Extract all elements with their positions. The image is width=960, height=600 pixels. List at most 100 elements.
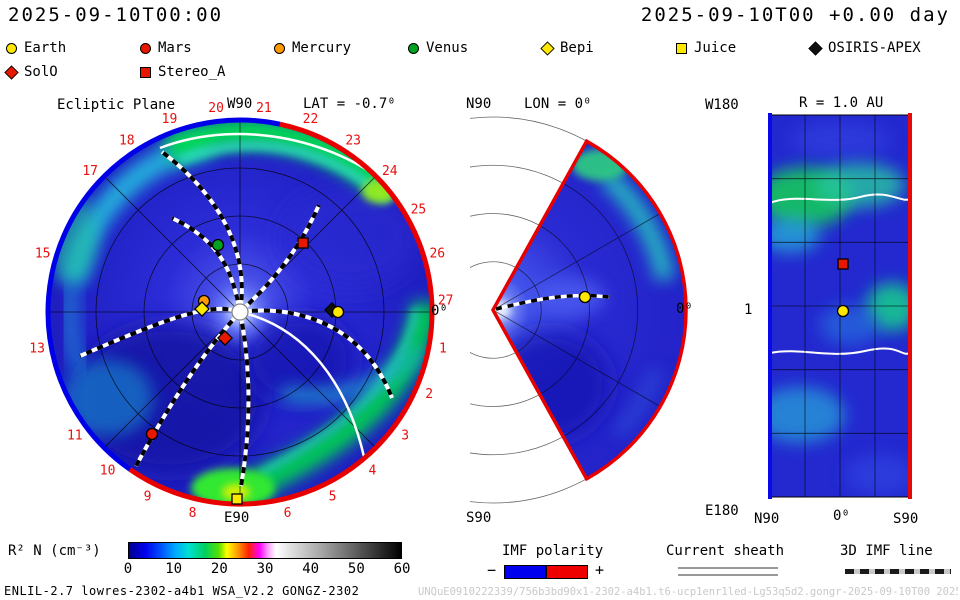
earth-marker	[578, 290, 592, 304]
legend-item-bepi: Bepi	[540, 36, 676, 60]
legend-item-venus: Venus	[408, 36, 542, 60]
ecliptic-w90-label: W90	[227, 96, 253, 112]
meridional-n90-label: N90	[466, 96, 492, 112]
day-tick-5: 5	[329, 490, 337, 505]
timestamp-right: 2025-09-10T00 +0.00 day	[640, 4, 950, 26]
solo-marker	[217, 330, 233, 346]
radial-title: R = 1.0 AU	[799, 95, 884, 111]
venus-marker-icon	[408, 42, 419, 54]
legend-label: Mercury	[292, 40, 352, 56]
model-run-info: ENLIL-2.7 lowres-2302-a4b1 WSA_V2.2 GONG…	[4, 584, 360, 598]
day-tick-2: 2	[425, 387, 433, 402]
mercury-marker-icon	[274, 42, 285, 54]
juice-marker	[231, 493, 243, 505]
legend-item-juice: Juice	[676, 36, 810, 60]
ecliptic-boundary-negative	[45, 117, 281, 472]
radial-map-plot	[768, 113, 912, 499]
ecliptic-zero-label: 0⁰	[431, 303, 448, 319]
radial-n90-label: N90	[754, 511, 780, 527]
colorbar-ticks: 0 10 20 30 40 50 60	[124, 561, 411, 577]
day-tick-19: 19	[162, 112, 178, 127]
legend-item-mercury: Mercury	[274, 36, 408, 60]
day-tick-17: 17	[82, 164, 98, 179]
meridional-s90-label: S90	[466, 510, 492, 526]
meridional-markers	[578, 290, 592, 304]
day-tick-1: 1	[439, 341, 447, 356]
day-tick-6: 6	[284, 506, 292, 521]
meridional-imf-line	[495, 293, 610, 311]
ecliptic-boundary-positive	[128, 121, 435, 507]
legend-label: Earth	[24, 40, 67, 56]
bepi-marker-icon	[540, 40, 555, 56]
day-tick-21: 21	[256, 101, 272, 116]
colorbar-tick: 10	[165, 561, 183, 577]
ecliptic-title: Ecliptic Plane	[57, 97, 176, 113]
meridional-boundary	[490, 138, 688, 482]
earth-marker	[331, 305, 345, 319]
legend-item-earth: Earth	[6, 36, 140, 60]
ecliptic-markers	[145, 237, 345, 505]
colorbar-gradient	[128, 542, 402, 559]
day-tick-27: 27	[438, 294, 454, 309]
colorbar-tick: 30	[256, 561, 274, 577]
sun-marker	[231, 303, 249, 321]
radial-zero-label: 0⁰	[833, 508, 850, 524]
day-tick-8: 8	[189, 506, 197, 521]
colorbar-tick: 40	[302, 561, 320, 577]
legend-label: Mars	[158, 40, 192, 56]
current-sheath-sample-line	[678, 567, 778, 576]
radial-markers	[836, 258, 850, 318]
colorbar-tick: 0	[123, 561, 133, 577]
day-tick-10: 10	[100, 463, 116, 478]
earth-marker	[836, 304, 850, 318]
meridional-lon-label: LON = 0⁰	[524, 96, 592, 112]
mars-marker-icon	[140, 42, 151, 54]
day-tick-4: 4	[368, 463, 376, 478]
colorbar-tick: 20	[210, 561, 228, 577]
legend-label: Bepi	[560, 40, 594, 56]
juice-marker-icon	[676, 42, 687, 54]
mars-marker	[145, 427, 159, 441]
ecliptic-lat-label: LAT = -0.7⁰	[303, 96, 396, 112]
day-tick-13: 13	[29, 341, 45, 356]
meridional-zero-label: 0⁰	[676, 301, 693, 317]
legend-item-osiris-apex: OSIRIS-APEX	[808, 36, 950, 60]
imf-negative-swatch	[504, 565, 546, 579]
imf-minus-sign: −	[487, 561, 497, 579]
timestamp-left: 2025-09-10T00:00	[8, 4, 224, 26]
colorbar-tick: 50	[347, 561, 365, 577]
imf-line-sample	[845, 569, 951, 574]
bepi-marker	[194, 301, 210, 317]
legend-label: SolO	[24, 64, 58, 80]
colorbar-tick: 60	[393, 561, 411, 577]
radial-e180-label: E180	[705, 503, 739, 519]
colorbar-label: R² N (cm⁻³)	[8, 543, 101, 559]
day-tick-9: 9	[144, 490, 152, 505]
ecliptic-e90-label: E90	[224, 510, 250, 526]
day-tick-22: 22	[303, 112, 319, 127]
imf-polarity-label: IMF polarity	[502, 543, 604, 559]
current-sheath-label: Current sheath	[666, 543, 785, 559]
imf-line-label: 3D IMF line	[840, 543, 933, 559]
day-tick-18: 18	[119, 133, 135, 148]
meridional-plot	[470, 116, 688, 504]
legend-label: Stereo_A	[158, 64, 226, 80]
radial-grid	[770, 115, 910, 497]
day-tick-3: 3	[401, 429, 409, 444]
venus-marker	[211, 238, 225, 252]
earth-marker-icon	[6, 42, 17, 54]
radial-r1-tick: 1	[744, 302, 753, 318]
legend-label: OSIRIS-APEX	[828, 40, 921, 56]
stereo_a-marker	[837, 258, 849, 270]
legend-item-solo: SolO	[4, 60, 140, 84]
stereo_a-marker	[297, 237, 309, 249]
stereo_a-marker-icon	[140, 66, 151, 78]
radial-s90-label: S90	[893, 511, 919, 527]
imf-plus-sign: +	[595, 561, 605, 579]
legend-item-stereo_a: Stereo_A	[140, 60, 274, 84]
day-tick-11: 11	[67, 429, 83, 444]
object-legend: Earth Mars Mercury Venus Bepi Juice OSIRIS-APE…	[4, 36, 956, 84]
solo-marker-icon	[4, 64, 19, 80]
